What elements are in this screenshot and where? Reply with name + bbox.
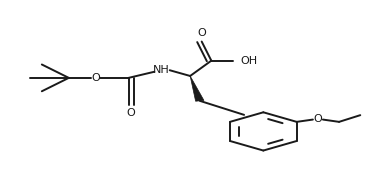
Text: O: O (314, 114, 322, 124)
Text: O: O (92, 73, 100, 83)
Polygon shape (190, 76, 204, 101)
Text: O: O (126, 108, 135, 118)
Text: O: O (197, 28, 206, 38)
Text: NH: NH (153, 65, 170, 75)
Text: OH: OH (240, 56, 257, 66)
